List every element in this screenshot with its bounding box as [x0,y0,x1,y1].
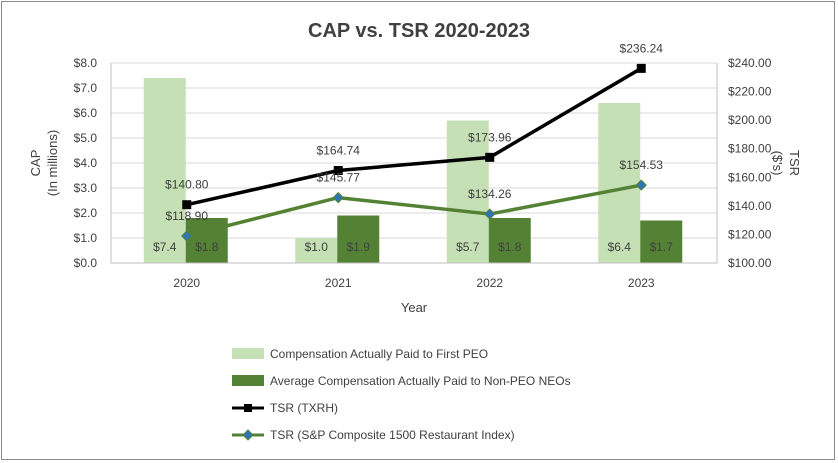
line-data-label: $145.77 [317,171,361,185]
line-series [186,66,643,207]
legend-label: TSR (TXRH) [270,401,338,415]
bar-data-label: $5.7 [456,240,480,254]
line-series [186,183,642,238]
bar-data-label: $7.4 [153,240,177,254]
legend-marker [242,429,254,441]
x-tick-label: 2023 [628,276,655,290]
line-data-label: $164.74 [317,144,361,158]
y2-tick-label: $160.00 [728,170,772,184]
legend-layer: Compensation Actually Paid to First PEO A… [232,347,571,442]
bar [143,78,186,263]
bar [295,238,338,263]
line-data-label: $134.26 [468,187,512,201]
y2-tick-label: $140.00 [728,199,772,213]
line-marker [181,230,193,242]
x-tick-label: 2020 [173,276,200,290]
legend-label: Average Compensation Actually Paid to No… [270,374,571,388]
bar-data-label: $6.4 [608,240,632,254]
line-data-label: $140.80 [165,178,209,192]
line-layer [181,63,647,242]
bar-layer [143,78,683,263]
chart-title: CAP vs. TSR 2020-2023 [308,20,530,42]
bar [640,220,683,263]
line-marker [635,179,647,191]
line-marker [485,152,495,162]
line-marker [484,208,496,220]
y-tick-label: $8.0 [74,56,98,70]
axis-layer: $0.0 $1.0 $2.0 $3.0 $4.0 $5.0 $6.0 $7.0 $8.0 $100… [28,56,802,315]
y2-axis-title: TSR($'s) [770,150,802,176]
y-tick-label: $7.0 [74,81,98,95]
legend-swatch [232,348,264,359]
y-tick-label: $3.0 [74,181,98,195]
bar-data-label: $1.7 [650,240,674,254]
bar-data-label: $1.9 [347,240,371,254]
bar [446,120,489,263]
y2-tick-label: $180.00 [728,142,772,156]
y2-tick-label: $220.00 [728,85,772,99]
y-tick-label: $5.0 [74,131,98,145]
x-tick-label: 2022 [476,276,503,290]
line-marker [636,63,646,73]
bar-data-label: $1.0 [305,240,329,254]
bar [488,218,531,263]
y2-axis-title-line: ($'s) [770,151,785,176]
y-tick-label: $1.0 [74,231,98,245]
y-axis-title: CAP (In millions) [28,130,60,196]
line-data-label: $236.24 [620,41,664,55]
x-axis-title: Year [401,300,428,315]
line-marker [332,191,344,204]
line-marker [182,200,192,210]
y2-axis-title-line: TSR [787,150,802,176]
y-tick-label: $0.0 [74,256,98,270]
line-data-label: $173.96 [468,130,512,144]
legend-label: TSR (S&P Composite 1500 Restaurant Index… [270,428,515,442]
y2-tick-label: $200.00 [728,113,772,127]
y-tick-label: $2.0 [74,206,98,220]
y2-tick-label: $120.00 [728,227,772,241]
bar [185,218,228,263]
line-data-label: $118.90 [166,209,209,223]
line-data-label: $154.53 [620,158,664,172]
bar-data-label: $1.8 [195,240,219,254]
y-tick-label: $6.0 [74,106,98,120]
legend-swatch [232,375,264,386]
bar-data-label: $1.8 [498,240,522,254]
y2-tick-label: $240.00 [728,56,772,70]
legend-label: Compensation Actually Paid to First PEO [270,347,488,361]
bar [598,103,641,263]
bar [337,215,380,263]
y-axis-title-line: CAP [28,150,43,177]
x-tick-label: 2021 [325,276,352,290]
y2-tick-label: $100.00 [728,256,772,270]
label-layer: $7.4 $1.0 $5.7 $6.4 $1.8 $1.9 $1.8 $1.7 $140.80 $… [153,41,673,254]
legend-marker [244,404,252,412]
y-axis-title-line: (In millions) [45,130,60,196]
line-marker [333,166,343,176]
y-tick-label: $4.0 [74,156,98,170]
